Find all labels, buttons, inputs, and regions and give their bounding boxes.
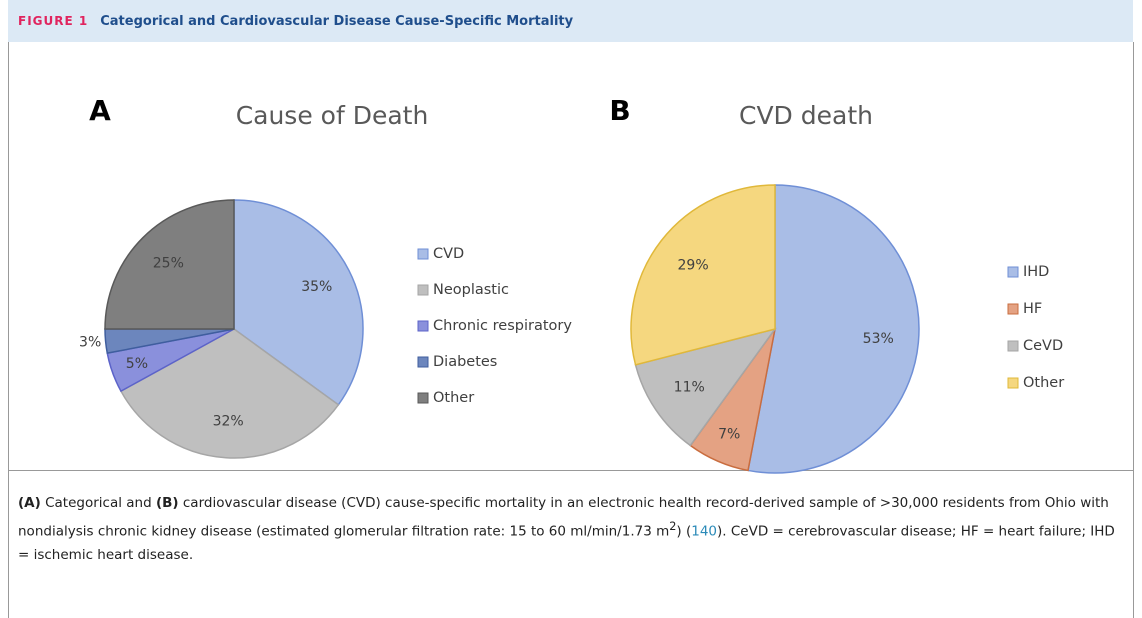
pie-slice bbox=[747, 184, 920, 474]
caption-part: ). CeVD = cerebrovascular disease; HF = … bbox=[18, 523, 1115, 563]
legend-swatch bbox=[1007, 340, 1019, 352]
data-label: 35% bbox=[301, 279, 332, 295]
caption-part: (A) bbox=[18, 495, 41, 511]
pie-slice bbox=[634, 327, 777, 447]
legend-swatch bbox=[1007, 266, 1019, 278]
legend-swatch bbox=[417, 356, 429, 368]
legend-label: HF bbox=[1023, 301, 1042, 317]
chart-area: A Cause of Death 35% CVD 32% Neoplastic 5% Chro… bbox=[8, 42, 1134, 618]
data-label: 3% bbox=[79, 335, 101, 351]
legend-swatch bbox=[417, 320, 429, 332]
pie-slice bbox=[104, 199, 235, 330]
chart-title: CVD death bbox=[739, 101, 873, 130]
legend-label: Other bbox=[433, 390, 474, 406]
legend-label: Neoplastic bbox=[433, 282, 509, 298]
caption-part: cardiovascular disease (CVD) cause-speci… bbox=[18, 495, 1109, 540]
panel-label: A bbox=[89, 94, 111, 127]
figure-header: FIGURE 1 Categorical and Cardiovascular … bbox=[8, 0, 1133, 42]
caption: (A) Categorical and (B) cardiovascular d… bbox=[18, 492, 1118, 567]
data-label: 11% bbox=[674, 379, 705, 395]
legend-label: Diabetes bbox=[433, 354, 497, 370]
figure-label: FIGURE 1 bbox=[18, 14, 89, 28]
caption-part: Categorical and bbox=[40, 495, 156, 511]
caption-part: (B) bbox=[155, 495, 179, 511]
legend-swatch bbox=[417, 248, 429, 260]
legend-label: Chronic respiratory bbox=[433, 318, 572, 334]
data-label: 29% bbox=[678, 257, 709, 273]
legend-swatch bbox=[1007, 303, 1019, 315]
data-label: 32% bbox=[213, 414, 244, 430]
legend-label: IHD bbox=[1023, 264, 1049, 280]
data-label: 7% bbox=[718, 427, 740, 443]
pie-slice bbox=[233, 199, 364, 406]
figure-title: Categorical and Cardiovascular Disease C… bbox=[100, 13, 574, 29]
reference-link[interactable]: 140 bbox=[691, 523, 718, 540]
legend-swatch bbox=[417, 284, 429, 296]
data-label: 25% bbox=[153, 255, 184, 271]
chart-title: Cause of Death bbox=[236, 101, 429, 130]
legend-label: CeVD bbox=[1023, 338, 1063, 354]
pie-slice bbox=[119, 328, 340, 459]
legend-swatch bbox=[1007, 377, 1019, 389]
pie-slice bbox=[630, 184, 776, 366]
legend-label: CVD bbox=[433, 246, 464, 262]
legend-label: Other bbox=[1023, 375, 1064, 391]
data-label: 53% bbox=[863, 331, 894, 347]
legend-swatch bbox=[417, 392, 429, 404]
caption-part: 2 bbox=[669, 520, 677, 533]
data-label: 5% bbox=[126, 356, 148, 372]
caption-part: ) ( bbox=[676, 523, 692, 540]
panel-label: B bbox=[609, 94, 630, 127]
